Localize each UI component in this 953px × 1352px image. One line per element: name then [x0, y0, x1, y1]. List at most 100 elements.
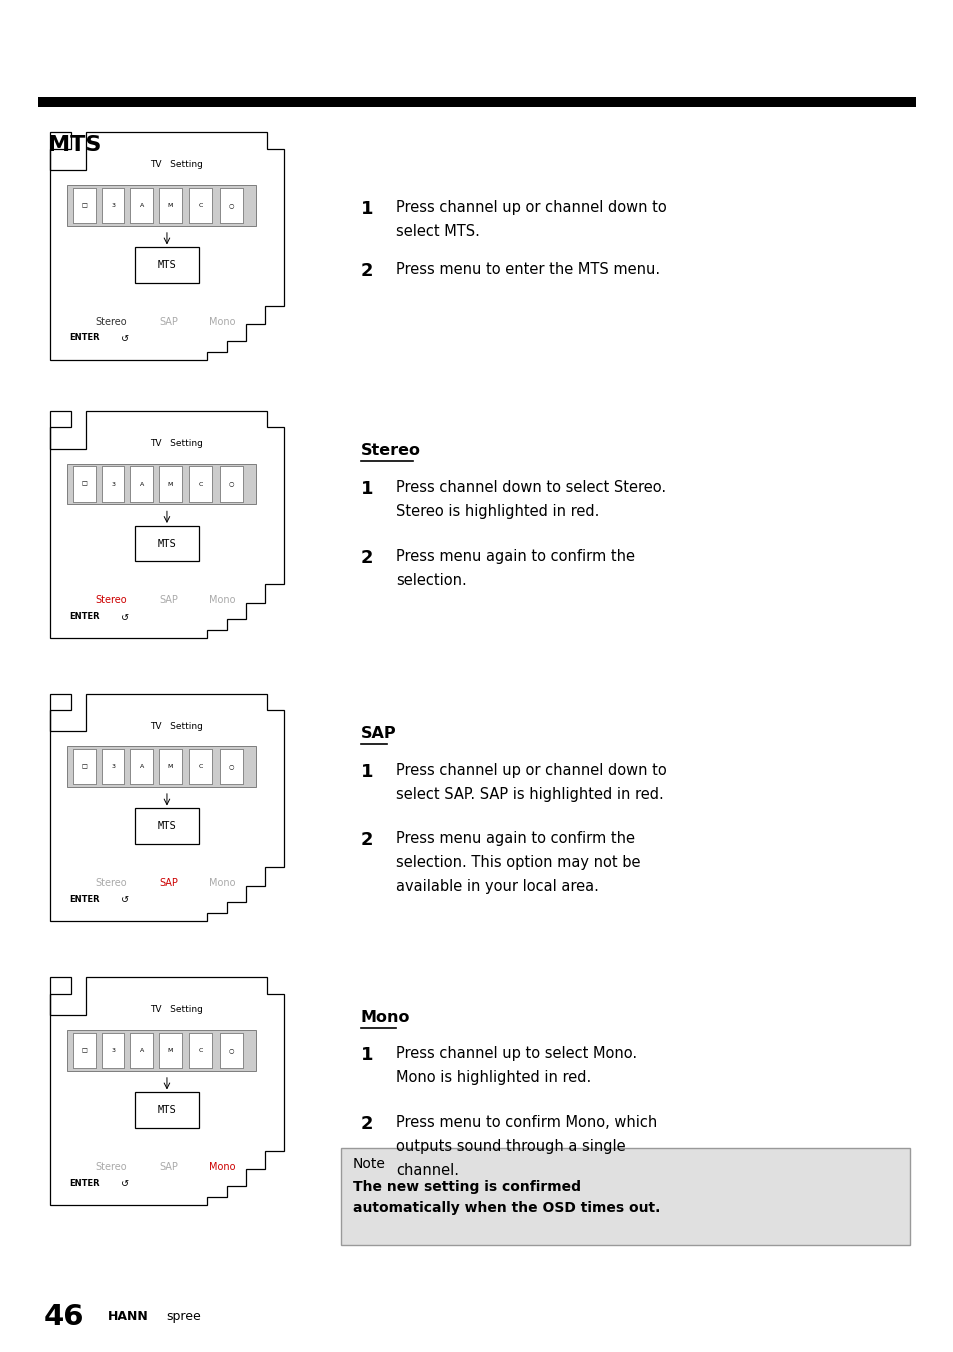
Text: MTS: MTS [48, 135, 101, 154]
Bar [134, 808, 199, 844]
Bar [101, 466, 124, 502]
Text: M: M [168, 764, 172, 769]
Text: C: C [198, 481, 203, 487]
Text: ENTER: ENTER [69, 1179, 100, 1187]
Text: ENTER: ENTER [69, 612, 100, 621]
Text: A: A [139, 764, 144, 769]
Text: SAP: SAP [159, 316, 178, 327]
Bar [72, 466, 95, 502]
Bar [219, 188, 242, 223]
Bar [101, 749, 124, 784]
Text: Mono: Mono [360, 1010, 410, 1025]
Text: Stereo: Stereo [95, 595, 128, 606]
Bar [219, 749, 242, 784]
Bar [158, 466, 181, 502]
Bar [134, 1092, 199, 1128]
Text: TV   Setting: TV Setting [150, 722, 203, 730]
Text: ○: ○ [229, 1048, 233, 1053]
Text: spree: spree [166, 1310, 200, 1324]
Text: Press menu again to confirm the
selection. This option may not be
available in y: Press menu again to confirm the selectio… [395, 831, 639, 895]
Text: ↺: ↺ [120, 1179, 129, 1190]
Text: TV   Setting: TV Setting [150, 439, 203, 448]
Text: □: □ [81, 764, 88, 769]
Text: MTS: MTS [157, 821, 176, 831]
Bar [134, 247, 199, 283]
Text: 1: 1 [360, 200, 373, 218]
Text: □: □ [81, 203, 88, 208]
Text: ENTER: ENTER [69, 334, 100, 342]
Text: SAP: SAP [159, 1161, 178, 1172]
Text: M: M [168, 203, 172, 208]
Bar [72, 1033, 95, 1068]
Text: MTS: MTS [157, 260, 176, 270]
Text: Press channel up or channel down to
select SAP. SAP is highlighted in red.: Press channel up or channel down to sele… [395, 763, 666, 802]
Bar [134, 526, 199, 561]
Text: Press menu to enter the MTS menu.: Press menu to enter the MTS menu. [395, 262, 659, 277]
Text: Stereo: Stereo [95, 877, 128, 888]
Text: 2: 2 [360, 831, 373, 849]
Bar [67, 464, 255, 504]
Text: 2: 2 [360, 1115, 373, 1133]
Text: Press channel down to select Stereo.
Stereo is highlighted in red.: Press channel down to select Stereo. Ste… [395, 480, 665, 519]
Text: ↺: ↺ [120, 895, 129, 906]
Text: A: A [139, 1048, 144, 1053]
Text: M: M [168, 481, 172, 487]
Text: HANN: HANN [108, 1310, 149, 1324]
Bar [130, 1033, 152, 1068]
Text: Mono: Mono [209, 1161, 235, 1172]
Text: Press channel up to select Mono.
Mono is highlighted in red.: Press channel up to select Mono. Mono is… [395, 1046, 637, 1086]
Bar [189, 188, 212, 223]
Text: C: C [198, 764, 203, 769]
Text: ○: ○ [229, 764, 233, 769]
Text: Note: Note [353, 1157, 385, 1171]
Bar [219, 466, 242, 502]
Bar [189, 749, 212, 784]
Bar [67, 1030, 255, 1071]
Bar [67, 746, 255, 787]
Text: 1: 1 [360, 1046, 373, 1064]
Text: Stereo: Stereo [95, 316, 128, 327]
Text: ↺: ↺ [120, 612, 129, 623]
Text: 3: 3 [111, 481, 115, 487]
Text: 2: 2 [360, 262, 373, 280]
Text: □: □ [81, 481, 88, 487]
Text: A: A [139, 203, 144, 208]
Bar [130, 188, 152, 223]
Text: A: A [139, 481, 144, 487]
Text: ENTER: ENTER [69, 895, 100, 903]
Text: TV   Setting: TV Setting [150, 1006, 203, 1014]
Bar [38, 97, 915, 107]
Text: 1: 1 [360, 480, 373, 498]
Bar [158, 749, 181, 784]
Text: Mono: Mono [209, 877, 235, 888]
Bar [72, 188, 95, 223]
Bar [340, 1148, 909, 1245]
Text: Press menu to confirm Mono, which
outputs sound through a single
channel.: Press menu to confirm Mono, which output… [395, 1115, 657, 1179]
Bar [72, 749, 95, 784]
Bar [158, 188, 181, 223]
Text: TV   Setting: TV Setting [150, 161, 203, 169]
Text: SAP: SAP [159, 877, 178, 888]
Text: □: □ [81, 1048, 88, 1053]
Text: SAP: SAP [159, 595, 178, 606]
Text: 46: 46 [44, 1303, 84, 1330]
Bar [219, 1033, 242, 1068]
Text: Press channel up or channel down to
select MTS.: Press channel up or channel down to sele… [395, 200, 666, 239]
Text: Mono: Mono [209, 595, 235, 606]
Text: 3: 3 [111, 203, 115, 208]
Text: 3: 3 [111, 764, 115, 769]
Text: 3: 3 [111, 1048, 115, 1053]
Text: M: M [168, 1048, 172, 1053]
Bar [189, 466, 212, 502]
Text: Mono: Mono [209, 316, 235, 327]
Bar [67, 185, 255, 226]
Text: SAP: SAP [360, 726, 395, 741]
Text: MTS: MTS [157, 1105, 176, 1115]
Bar [101, 1033, 124, 1068]
Text: ○: ○ [229, 481, 233, 487]
Text: 2: 2 [360, 549, 373, 566]
Bar [189, 1033, 212, 1068]
Bar [130, 466, 152, 502]
Bar [101, 188, 124, 223]
Text: Stereo: Stereo [360, 443, 420, 458]
